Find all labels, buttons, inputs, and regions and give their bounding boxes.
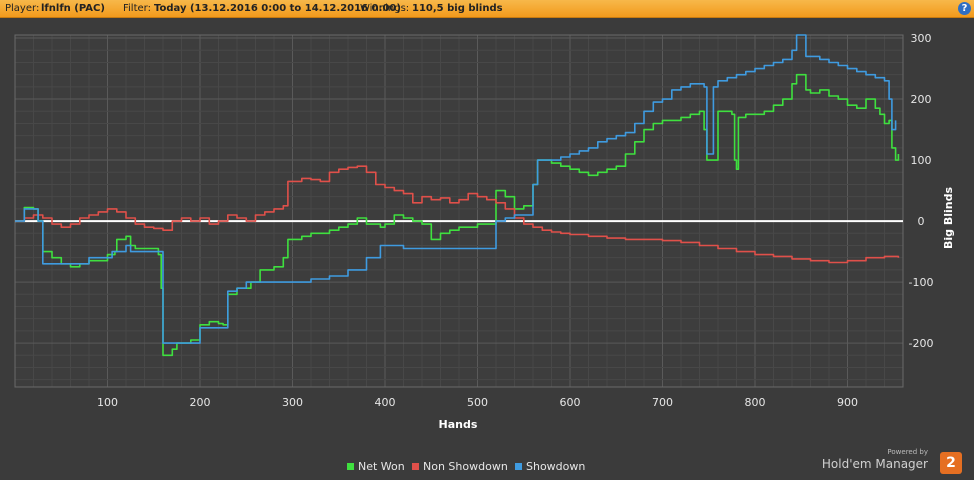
- player-value: lfnlfn (PAC): [41, 3, 105, 14]
- help-icon[interactable]: ?: [958, 2, 971, 15]
- y-tick-label: -200: [909, 337, 934, 350]
- legend-item-net-won[interactable]: Net Won: [347, 460, 405, 473]
- x-tick-label: 600: [560, 396, 581, 409]
- legend-swatch: [347, 462, 354, 470]
- plot-border: [14, 34, 904, 388]
- legend: Net Won Non Showdown Showdown: [0, 460, 974, 474]
- x-tick-label: 400: [375, 396, 396, 409]
- y-axis-title: Big Blinds: [942, 187, 955, 249]
- x-tick-label: 500: [467, 396, 488, 409]
- legend-label: Showdown: [526, 460, 586, 473]
- legend-item-showdown[interactable]: Showdown: [515, 460, 585, 473]
- series-line-non-showdown: [15, 165, 900, 264]
- x-tick-label: 700: [652, 396, 673, 409]
- winnings-value: 110,5 big blinds: [412, 3, 503, 14]
- x-tick-label: 900: [837, 396, 858, 409]
- y-tick-label: 300: [911, 32, 932, 45]
- legend-label: Non Showdown: [423, 460, 508, 473]
- x-tick-label: 300: [282, 396, 303, 409]
- brand-logo: Powered by Hold'em Manager 2: [822, 448, 966, 476]
- x-tick-labels: 100 200 300 400 500 600 700 800 900: [97, 396, 858, 409]
- winnings-chart: 100 200 300 400 500 600 700 800 900 -200 -100 0 100…: [14, 32, 955, 431]
- y-tick-label: 200: [911, 93, 932, 106]
- player-label: Player:: [5, 3, 40, 14]
- legend-swatch: [515, 462, 522, 470]
- legend-label: Net Won: [358, 460, 405, 473]
- hm2-logo-icon: 2: [940, 452, 962, 474]
- legend-item-non-showdown[interactable]: Non Showdown: [412, 460, 508, 473]
- series-group: [15, 34, 900, 357]
- x-axis-title: Hands: [439, 418, 478, 431]
- x-tick-label: 100: [97, 396, 118, 409]
- x-tick-label: 200: [190, 396, 211, 409]
- filter-label: Filter:: [123, 3, 151, 14]
- powered-by-text: Powered by: [887, 448, 928, 456]
- series-line-showdown: [15, 34, 897, 344]
- y-tick-labels: -200 -100 0 100 200 300: [909, 32, 934, 350]
- brand-name: Hold'em Manager: [821, 457, 928, 471]
- winnings-label: Winnings:: [360, 3, 410, 14]
- y-tick-label: -100: [909, 276, 934, 289]
- y-tick-label: 100: [911, 154, 932, 167]
- info-bar: Player: lfnlfn (PAC) Filter: Today (13.1…: [0, 0, 974, 18]
- filter-value: Today (13.12.2016 0:00 to 14.12.2016 0:0…: [154, 3, 401, 14]
- legend-swatch: [412, 462, 419, 470]
- x-tick-label: 800: [745, 396, 766, 409]
- series-line-net-won: [15, 73, 900, 357]
- y-tick-label: 0: [918, 215, 925, 228]
